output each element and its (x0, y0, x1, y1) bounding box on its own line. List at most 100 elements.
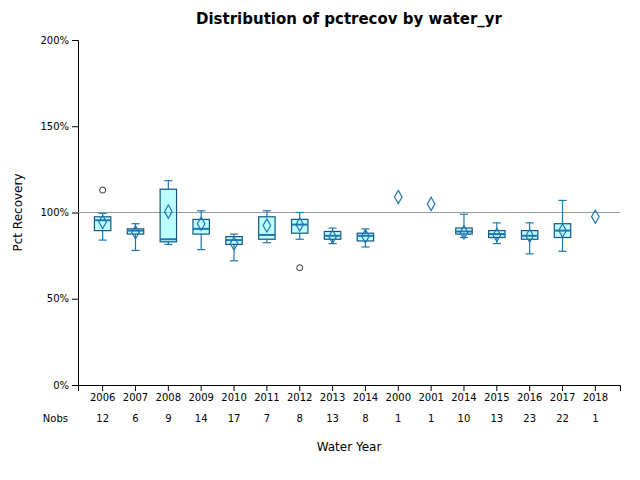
whisker-lower (135, 234, 136, 250)
y-tick-mark (72, 40, 78, 41)
box-group (489, 223, 505, 244)
whisker-upper-cap (230, 233, 238, 234)
median (292, 224, 308, 226)
x-tick-mark (168, 385, 169, 391)
mean-marker (99, 215, 107, 228)
nobs-value: 6 (132, 413, 138, 424)
y-tick-mark (72, 299, 78, 300)
plot: 0%50%100%150%200%20062007200820092010201… (11, 35, 621, 454)
nobs-value: 22 (556, 413, 569, 424)
median (127, 230, 143, 232)
whisker-upper-cap (526, 222, 534, 223)
x-tick: 2010 (221, 385, 246, 403)
median (357, 235, 373, 237)
mean-marker (559, 224, 567, 237)
box-group (357, 229, 373, 247)
whisker-lower (201, 234, 202, 250)
nobs-value: 1 (428, 413, 434, 424)
nobs-value: 12 (96, 413, 109, 424)
whisker-lower-cap (296, 239, 304, 240)
median (226, 239, 242, 241)
x-tick-label: 2007 (123, 392, 148, 403)
nobs-value: 14 (195, 413, 208, 424)
y-tick-mark (72, 126, 78, 127)
mean-marker (165, 205, 173, 218)
mean-marker (427, 197, 435, 210)
y-tick: 150% (40, 121, 78, 132)
box-group (427, 197, 435, 210)
whisker-upper (168, 181, 169, 190)
title: Distribution of pctrecov by water_yr (196, 10, 503, 28)
x-tick-mark (266, 385, 267, 391)
box-group (592, 210, 600, 223)
mean-marker (230, 237, 238, 250)
nobs-value: 17 (228, 413, 241, 424)
whisker-lower-cap (558, 251, 566, 252)
marks (78, 181, 620, 271)
box (259, 217, 275, 239)
x-tick: 2009 (188, 385, 213, 403)
y-tick-label: 200% (40, 35, 69, 46)
x-axis-line (79, 386, 621, 392)
box-group (292, 213, 308, 271)
median (554, 230, 570, 232)
x-axis: 2006200720082009201020112012201320142000… (79, 385, 621, 403)
box-group (259, 211, 275, 243)
nobs-value: 10 (458, 413, 471, 424)
box (357, 233, 373, 241)
box (193, 219, 209, 234)
y-tick: 200% (40, 35, 78, 46)
median (521, 235, 537, 237)
nobs-label: Nobs (43, 413, 68, 424)
x-tick: 2014 (353, 385, 378, 403)
whisker-lower (299, 233, 300, 239)
flier (297, 265, 303, 271)
y-axis-line (72, 41, 79, 386)
box-group (127, 224, 143, 251)
whisker-upper-cap (296, 212, 304, 213)
x-tick: 2015 (484, 385, 509, 403)
mean-marker (296, 218, 304, 231)
mean-marker (460, 226, 468, 239)
x-tick-label: 2012 (287, 392, 312, 403)
whisker-lower-cap (493, 243, 501, 244)
y-tick: 100% (40, 207, 78, 218)
nobs-value: 1 (592, 413, 598, 424)
box (127, 229, 143, 234)
nobs-value: 13 (326, 413, 339, 424)
x-tick-mark (365, 385, 366, 391)
median (456, 230, 472, 232)
nobs-value: 8 (362, 413, 368, 424)
mean-marker (493, 228, 501, 241)
whisker-upper-cap (131, 223, 139, 224)
x-tick-mark (463, 385, 464, 391)
x-tick: 2007 (123, 385, 148, 403)
box-group (160, 181, 176, 245)
y-tick-mark (72, 213, 78, 214)
y-tick-label: 150% (40, 121, 69, 132)
x-tick-label: 2016 (517, 392, 542, 403)
y-tick-mark (72, 385, 78, 386)
whisker-lower-cap (164, 244, 172, 245)
median (259, 234, 275, 236)
whisker-upper-cap (99, 213, 107, 214)
mean-marker (197, 217, 205, 230)
x-tick-mark (431, 385, 432, 391)
whisker-upper-cap (328, 227, 336, 228)
x-tick-mark (332, 385, 333, 391)
x-tick-mark (529, 385, 530, 391)
whisker-upper-cap (164, 180, 172, 181)
x-tick: 2018 (583, 385, 608, 403)
x-tick-label: 2013 (320, 392, 345, 403)
x-tick: 2012 (287, 385, 312, 403)
x-tick-label: 2011 (254, 392, 279, 403)
x-tick-mark (562, 385, 563, 391)
box (489, 231, 505, 238)
box-group (324, 228, 340, 244)
box-group (394, 190, 402, 203)
flier (100, 187, 106, 193)
x-tick-label: 2009 (188, 392, 213, 403)
median (324, 235, 340, 237)
x-tick-mark (595, 385, 596, 391)
y-tick: 0% (53, 380, 78, 391)
